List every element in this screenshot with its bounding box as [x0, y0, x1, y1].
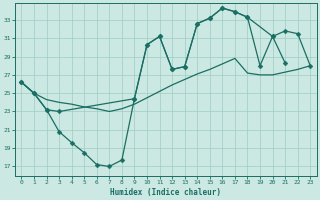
- X-axis label: Humidex (Indice chaleur): Humidex (Indice chaleur): [110, 188, 221, 197]
